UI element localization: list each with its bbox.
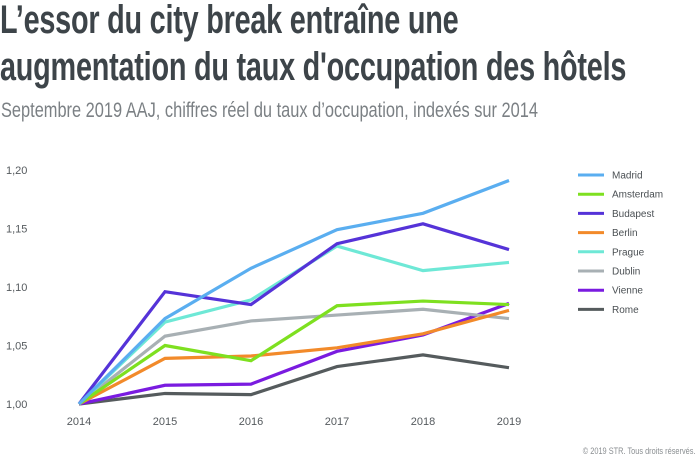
series-line-dublin <box>78 307 510 406</box>
legend-item-rome: Rome <box>578 305 639 316</box>
x-tick-label: 2017 <box>325 416 349 428</box>
legend-item-madrid: Madrid <box>578 171 643 182</box>
x-tick-label: 2015 <box>153 416 177 428</box>
y-tick-label: 1,05 <box>6 341 27 353</box>
legend-label: Berlin <box>612 228 638 239</box>
chart-title-line-1: L’essor du city break entraîne une <box>0 0 459 42</box>
x-tick-label: 2014 <box>67 416 91 428</box>
series-lines <box>77 179 510 406</box>
y-tick-label: 1,15 <box>6 224 27 236</box>
legend-item-prague: Prague <box>578 247 645 258</box>
legend: Madrid Amsterdam Budapest Berlin Prague Dubli… <box>578 171 663 316</box>
legend-item-amsterdam: Amsterdam <box>578 190 663 201</box>
series-line-rome <box>78 353 510 406</box>
legend-label: Madrid <box>612 171 643 182</box>
legend-label: Vienne <box>612 286 643 297</box>
legend-item-dublin: Dublin <box>578 267 640 278</box>
series-line-berlin <box>78 308 510 406</box>
copyright-note: © 2019 STR. Tous droits réservés. <box>583 446 696 456</box>
legend-item-vienne: Vienne <box>578 286 643 297</box>
legend-item-budapest: Budapest <box>578 209 654 220</box>
y-tick-label: 1,20 <box>6 165 27 177</box>
chart-title-line-2: augmentation du taux d'occupation des hô… <box>0 45 627 89</box>
legend-label: Rome <box>612 305 639 316</box>
series-line-madrid <box>77 179 510 406</box>
x-tick-label: 2016 <box>239 416 263 428</box>
y-axis: 1,00 1,05 1,10 1,15 1,20 <box>6 165 27 411</box>
series-line-amsterdam <box>78 299 510 406</box>
x-tick-label: 2019 <box>497 416 521 428</box>
y-tick-label: 1,00 <box>6 399 27 411</box>
chart-subtitle: Septembre 2019 AAJ, chiffres réel du tau… <box>1 99 538 122</box>
legend-label: Dublin <box>612 267 640 278</box>
legend-label: Prague <box>612 247 645 258</box>
x-tick-label: 2018 <box>411 416 435 428</box>
legend-item-berlin: Berlin <box>578 228 638 239</box>
legend-label: Amsterdam <box>612 190 663 201</box>
y-tick-label: 1,10 <box>6 282 27 294</box>
legend-label: Budapest <box>612 209 654 220</box>
x-axis: 2014 2015 2016 2017 2018 2019 <box>67 416 521 428</box>
series-line-budapest <box>77 222 510 405</box>
